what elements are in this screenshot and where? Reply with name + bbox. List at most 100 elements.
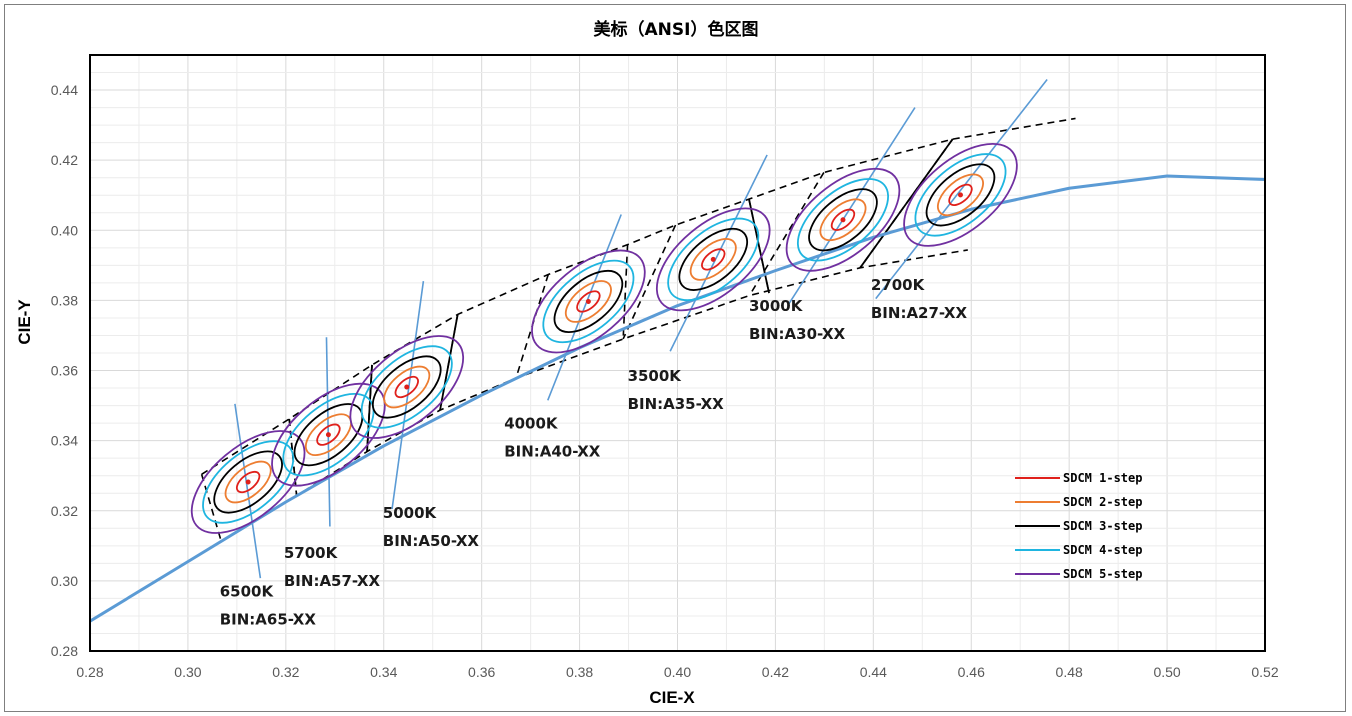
y-tick-label: 0.36: [51, 363, 78, 379]
quad-side: [622, 244, 629, 340]
bin-boundary: [859, 138, 954, 269]
x-tick-label: 0.28: [76, 664, 103, 680]
ellipse-step-3: [372, 355, 442, 419]
legend-label: SDCM 2-step: [1063, 495, 1142, 509]
bin-label: BIN:A50-XX: [383, 532, 480, 550]
x-tick-label: 0.46: [958, 664, 985, 680]
isotherm-line: [669, 154, 768, 352]
x-tick-label: 0.42: [762, 664, 789, 680]
ellipse-step-3: [808, 188, 878, 252]
bin-label: BIN:A27-XX: [871, 304, 968, 322]
isotherm-line: [547, 214, 622, 401]
x-tick-label: 0.36: [468, 664, 495, 680]
bin-label: BIN:A35-XX: [628, 395, 725, 413]
chart-frame: [4, 4, 1346, 712]
ellipse-step-3: [678, 227, 748, 291]
ellipse-step-4: [796, 178, 889, 262]
y-tick-label: 0.40: [51, 222, 78, 238]
ellipse-step-2: [937, 173, 984, 217]
legend-label: SDCM 5-step: [1063, 567, 1142, 581]
cct-label: 3500K: [628, 367, 683, 385]
x-tick-label: 0.40: [664, 664, 691, 680]
x-tick-label: 0.30: [174, 664, 201, 680]
ellipse-step-2: [304, 413, 352, 456]
ellipse-step-1: [316, 423, 341, 446]
ellipse-step-1: [235, 470, 261, 494]
macadam-ellipses-2700K: [903, 142, 1018, 247]
ellipse-step-1: [576, 290, 601, 313]
planckian-locus: [89, 174, 1266, 623]
legend-label: SDCM 4-step: [1063, 543, 1142, 557]
ellipse-step-4: [360, 345, 453, 429]
macadam-ellipses-3500K: [655, 207, 771, 312]
center-point: [325, 432, 331, 438]
legend: SDCM 1-step SDCM 2-step SDCM 3-step SDCM 4-…: [1015, 471, 1142, 581]
x-tick-label: 0.48: [1056, 664, 1083, 680]
y-tick-label: 0.42: [51, 152, 78, 168]
isotherm-line: [325, 337, 331, 527]
ellipse-step-3: [553, 269, 624, 333]
macadam-ellipses-3000K: [785, 167, 901, 272]
y-tick-label: 0.30: [51, 573, 78, 589]
macadam-ellipses-5700K: [271, 382, 386, 487]
plot-series: [89, 79, 1266, 623]
cct-label: 5000K: [383, 504, 438, 522]
isotherm-line: [786, 107, 916, 307]
cct-label: 4000K: [504, 414, 559, 432]
chart-title: 美标（ANSI）色区图: [594, 19, 759, 40]
bin-boundary: [439, 314, 459, 411]
x-tick-label: 0.38: [566, 664, 593, 680]
ellipse-step-2: [689, 238, 737, 281]
ellipse-step-3: [293, 403, 364, 467]
center-point: [245, 479, 251, 485]
ellipse-step-5: [785, 167, 901, 272]
ellipse-step-2: [383, 365, 431, 409]
center-point: [585, 298, 591, 304]
x-tick-label: 0.32: [272, 664, 299, 680]
ellipse-step-2: [819, 198, 867, 242]
ellipse-step-4: [202, 440, 295, 524]
quad-outline-bottom: [220, 249, 968, 542]
bin-label: BIN:A57-XX: [284, 572, 381, 590]
bin-label: BIN:A30-XX: [749, 325, 846, 343]
ellipse-step-4: [542, 259, 635, 344]
y-tick-label: 0.44: [51, 82, 78, 98]
macadam-ellipses-5000K: [349, 335, 465, 439]
annotations: 6500K BIN:A65-XX 5700K BIN:A57-XX 5000K BIN:A…: [220, 276, 968, 629]
center-point: [957, 192, 963, 198]
bin-label: BIN:A40-XX: [504, 442, 601, 460]
center-point: [710, 256, 716, 262]
ellipse-step-5: [190, 430, 306, 534]
x-axis-title: CIE-X: [649, 688, 695, 707]
axis-ticks: 0.28 0.30 0.32 0.34 0.36 0.38 0.40 0.42 0.44 0.46…: [51, 82, 1279, 680]
plot-area-border: [89, 54, 1266, 652]
center-point: [840, 217, 846, 223]
grid: [89, 54, 1266, 652]
ellipse-step-3: [213, 450, 283, 514]
legend-label: SDCM 1-step: [1063, 471, 1142, 485]
bin-boundary: [748, 198, 770, 294]
y-tick-label: 0.28: [51, 643, 78, 659]
ellipse-step-5: [271, 382, 386, 487]
ellipse-step-4: [914, 153, 1007, 237]
cct-label: 2700K: [871, 276, 926, 294]
x-tick-label: 0.50: [1153, 664, 1180, 680]
bin-label: BIN:A65-XX: [220, 611, 317, 629]
cct-label: 3000K: [749, 297, 804, 315]
x-tick-label: 0.44: [860, 664, 887, 680]
cct-label: 6500K: [220, 583, 275, 601]
ellipse-step-4: [282, 392, 375, 477]
ellipse-step-5: [531, 249, 646, 354]
ellipse-step-1: [948, 183, 973, 206]
ellipse-step-1: [394, 375, 419, 399]
ellipse-step-5: [655, 207, 771, 312]
y-tick-label: 0.34: [51, 433, 78, 449]
ellipse-step-1: [830, 208, 856, 231]
quad-side: [622, 224, 677, 340]
x-tick-label: 0.52: [1251, 664, 1278, 680]
ellipse-step-2: [224, 460, 272, 504]
center-point: [404, 384, 410, 390]
cct-label: 5700K: [284, 544, 339, 562]
ellipse-step-3: [925, 163, 996, 227]
